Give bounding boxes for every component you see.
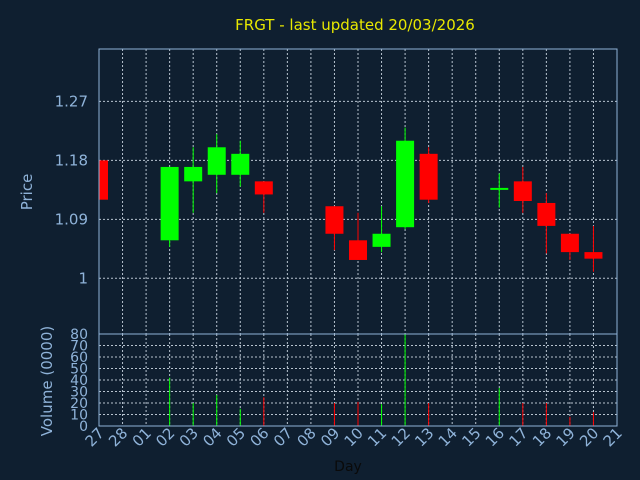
- candle-03: [184, 147, 203, 213]
- x-tick-label: 09: [317, 424, 343, 450]
- candle-body: [325, 206, 344, 234]
- candle-16: [490, 173, 509, 208]
- candle-06: [254, 181, 273, 213]
- candles: [99, 127, 603, 272]
- price-tick-label: 1.27: [55, 92, 88, 110]
- candle-body: [419, 153, 438, 200]
- price-panel: 1 1.09 1.18 1.27: [55, 48, 618, 335]
- x-tick-label: 05: [223, 424, 249, 450]
- volume-plot-frame: [98, 333, 618, 427]
- candle-13: [419, 147, 438, 203]
- x-tick-label: 06: [246, 424, 272, 450]
- price-axis-label: Price: [18, 174, 36, 211]
- candle-body: [584, 252, 603, 259]
- candle-10: [349, 212, 367, 260]
- candle-09: [325, 206, 344, 251]
- x-tick-label: 01: [129, 424, 155, 450]
- candle-body: [99, 160, 108, 200]
- x-tick-label: 20: [576, 424, 602, 450]
- price-tick-label: 1.18: [55, 151, 88, 169]
- candle-04: [207, 134, 226, 194]
- x-tick-label: 07: [270, 424, 296, 450]
- candle-body: [396, 140, 415, 228]
- x-tick-label: 08: [294, 424, 320, 450]
- candle-body: [537, 202, 556, 226]
- candle-20: [584, 225, 603, 272]
- x-tick-label: 28: [105, 424, 131, 450]
- volume-tick-label: 50: [70, 362, 88, 378]
- x-tick-label: 17: [505, 424, 531, 450]
- candle-body: [372, 233, 391, 247]
- x-tick-label: 12: [388, 424, 414, 450]
- candle-19: [560, 233, 579, 260]
- volume-tick-label: 0: [79, 419, 88, 435]
- price-tick-label: 1.09: [55, 210, 88, 228]
- candle-body: [254, 181, 273, 195]
- candle-11: [372, 206, 391, 253]
- volume-axis-label: Volume (0000): [38, 326, 56, 436]
- candle-18: [537, 193, 556, 254]
- volume-tick-label: 80: [70, 327, 88, 343]
- volume-tick-label: 10: [70, 408, 88, 424]
- candle-12: [396, 127, 415, 230]
- candle-17: [513, 166, 532, 213]
- volume-panel: 0102030405060708027280102030405060708091…: [70, 327, 626, 450]
- volume-tick-label: 20: [70, 396, 88, 412]
- candle-body: [184, 166, 203, 182]
- x-tick-label: 15: [458, 424, 484, 450]
- candle-body: [207, 147, 226, 175]
- x-tick-label: 13: [411, 424, 437, 450]
- price-tick-label: 1: [78, 269, 88, 287]
- candle-05: [231, 140, 250, 187]
- volume-tick-label: 40: [70, 373, 88, 389]
- x-tick-label: 03: [176, 424, 202, 450]
- volume-tick-label: 70: [70, 339, 88, 355]
- candle-27: [99, 160, 108, 200]
- x-tick-label: 16: [482, 424, 508, 450]
- candle-02: [160, 166, 179, 247]
- x-tick-label: 04: [199, 424, 225, 450]
- candle-body: [160, 166, 179, 241]
- volume-tick-label: 60: [70, 350, 88, 366]
- chart-title: FRGT - last updated 20/03/2026: [235, 16, 475, 34]
- x-tick-label: 18: [529, 424, 555, 450]
- x-tick-label: 10: [341, 424, 367, 450]
- x-tick-label: 02: [152, 424, 178, 450]
- x-tick-label: 21: [600, 424, 626, 450]
- x-tick-label: 14: [435, 424, 461, 450]
- candle-body: [490, 187, 509, 190]
- x-tick-label: 11: [364, 424, 390, 450]
- candle-body: [560, 233, 579, 253]
- x-tick-label: 19: [553, 424, 579, 450]
- volume-tick-label: 30: [70, 385, 88, 401]
- candle-body: [231, 153, 250, 175]
- candle-body: [513, 181, 532, 201]
- candle-body: [349, 240, 367, 260]
- x-axis-label: Day: [334, 459, 362, 475]
